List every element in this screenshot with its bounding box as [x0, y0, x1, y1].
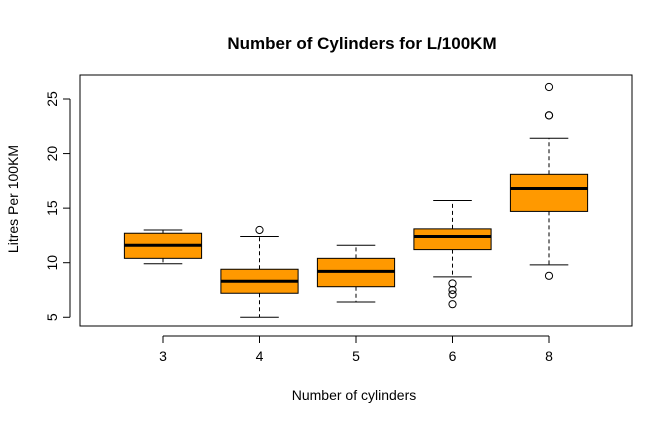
- plot-border: [79, 74, 633, 327]
- boxes-group: [123, 82, 589, 318]
- outlier-point: [544, 271, 554, 280]
- box-8: [509, 82, 589, 280]
- axes-group: 5 10 15 20 25 3 4 5 6 8: [44, 74, 633, 364]
- chart-title: Number of Cylinders for L/100KM: [227, 34, 496, 53]
- outlier-point: [448, 279, 457, 288]
- x-tick-label: 3: [159, 348, 167, 364]
- y-tick-label: 10: [44, 255, 60, 271]
- iqr-box: [509, 173, 589, 212]
- y-tick-label: 5: [44, 313, 60, 321]
- y-tick-label: 15: [44, 200, 60, 216]
- x-tick-label: 6: [449, 348, 457, 364]
- y-tick-label: 25: [44, 91, 60, 107]
- box-6: [413, 200, 492, 309]
- outlier-point: [448, 300, 457, 309]
- outlier-point: [544, 111, 554, 120]
- outlier-point: [544, 82, 554, 92]
- outlier-point: [448, 290, 457, 299]
- x-tick-label: 8: [545, 348, 553, 364]
- box-4: [220, 225, 299, 318]
- y-tick-label: 20: [44, 146, 60, 162]
- outlier-point: [255, 225, 264, 235]
- box-3: [123, 229, 203, 265]
- x-tick-label: 4: [256, 348, 264, 364]
- x-tick-label: 5: [352, 348, 360, 364]
- iqr-box: [413, 228, 492, 251]
- outlier-point: [448, 285, 457, 295]
- y-axis-label: Litres Per 100KM: [5, 145, 21, 253]
- box-5: [316, 244, 396, 303]
- x-axis-label: Number of cylinders: [292, 387, 417, 403]
